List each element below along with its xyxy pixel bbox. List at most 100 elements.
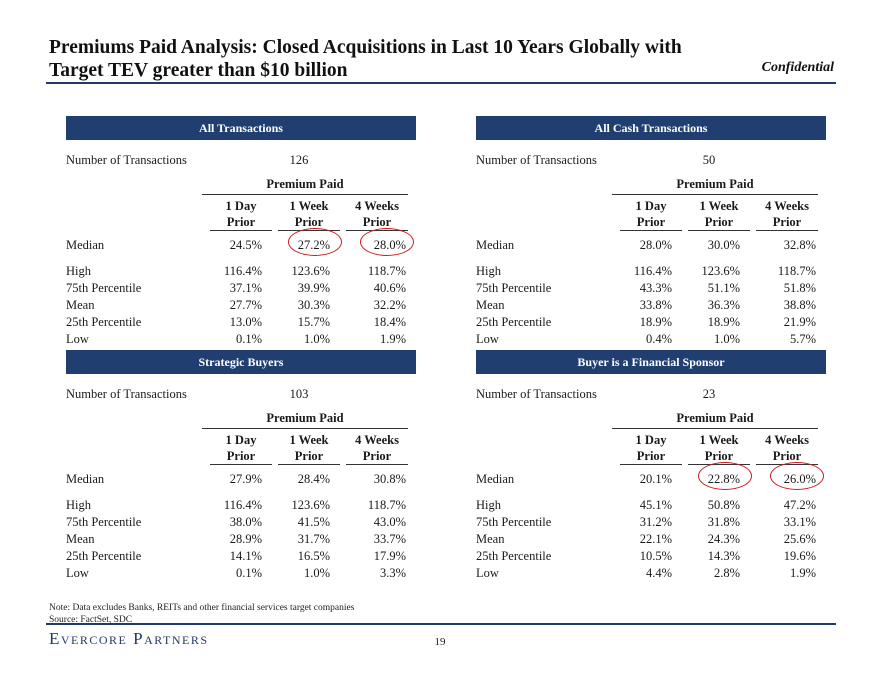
confidential-label: Confidential [761, 60, 834, 75]
stat-value-1-day: 24.5% [229, 238, 262, 252]
column-header-line2: Prior [688, 214, 750, 231]
panel-strategic-buyers: Strategic Buyers Number of Transactions 10… [66, 350, 416, 580]
stat-value-1-week: 24.3% [707, 532, 740, 546]
footnote-source: Source: FactSet, SDC [49, 615, 133, 625]
stat-row: 25th Percentile 18.9% 18.9% 21.9% [476, 315, 826, 332]
column-header-line1: 1 Week [699, 199, 739, 213]
panel-financial-sponsor: Buyer is a Financial Sponsor Number of Tr… [476, 350, 826, 580]
stat-label: Median [476, 238, 515, 252]
column-header-line2: Prior [210, 214, 272, 231]
stat-value-1-day: 116.4% [223, 264, 262, 278]
column-header: 4 Weeks Prior [756, 198, 818, 231]
highlight-circle [698, 462, 752, 490]
stat-label: Low [476, 332, 499, 346]
column-header-line1: 4 Weeks [355, 433, 399, 447]
title-line-2: Target TEV greater than $10 billion [49, 60, 348, 81]
column-header-line2: Prior [756, 214, 818, 231]
stat-label: 75th Percentile [476, 515, 552, 529]
stat-value-1-day: 116.4% [633, 264, 672, 278]
stat-value-1-day: 38.0% [229, 515, 262, 529]
panel-title: Buyer is a Financial Sponsor [476, 350, 826, 374]
stat-row: 75th Percentile 37.1% 39.9% 40.6% [66, 281, 416, 298]
stat-value-4-weeks: 33.1% [783, 515, 816, 529]
column-header-line1: 1 Week [289, 199, 329, 213]
stat-value-4-weeks: 43.0% [373, 515, 406, 529]
stat-value-1-day: 13.0% [229, 315, 262, 329]
stat-value-4-weeks: 32.8% [783, 238, 816, 252]
stat-label: Median [66, 472, 105, 486]
highlight-circle [360, 228, 414, 256]
column-header: 1 Week Prior [688, 198, 750, 231]
column-header: 1 Day Prior [620, 432, 682, 465]
stat-value-4-weeks: 19.6% [783, 549, 816, 563]
page-title: Premiums Paid Analysis: Closed Acquisiti… [49, 36, 749, 82]
page-number: 19 [434, 636, 446, 648]
column-header: 1 Day Prior [620, 198, 682, 231]
stat-value-1-week: 15.7% [297, 315, 330, 329]
column-header: 1 Day Prior [210, 432, 272, 465]
panel-title: Strategic Buyers [66, 350, 416, 374]
stat-row: 25th Percentile 13.0% 15.7% 18.4% [66, 315, 416, 332]
stat-value-1-day: 0.4% [645, 332, 672, 346]
stat-value-1-day: 45.1% [639, 498, 672, 512]
stat-label: 25th Percentile [66, 315, 142, 329]
footnote: Note: Data excludes Banks, REITs and oth… [49, 602, 354, 626]
stat-value-1-day: 22.1% [639, 532, 672, 546]
stat-value-1-week: 1.0% [303, 332, 330, 346]
stat-value-1-week: 31.8% [707, 515, 740, 529]
stat-value-1-day: 18.9% [639, 315, 672, 329]
stat-row: 75th Percentile 38.0% 41.5% 43.0% [66, 515, 416, 532]
stat-label: Median [476, 472, 515, 486]
stat-row: Mean 28.9% 31.7% 33.7% [66, 532, 416, 549]
stat-value-4-weeks: 25.6% [783, 532, 816, 546]
stat-label: Low [476, 566, 499, 580]
stat-value-1-week: 51.1% [707, 281, 740, 295]
stat-label: High [476, 264, 501, 278]
stat-row: 25th Percentile 10.5% 14.3% 19.6% [476, 549, 826, 566]
column-header-line1: 4 Weeks [765, 199, 809, 213]
stat-value-1-week: 123.6% [701, 264, 740, 278]
stat-value-1-week: 36.3% [707, 298, 740, 312]
stat-value-1-day: 20.1% [639, 472, 672, 486]
stat-label: High [476, 498, 501, 512]
column-header-line1: 1 Day [225, 199, 257, 213]
stat-label: Mean [476, 298, 505, 312]
num-transactions-value: 126 [289, 153, 309, 167]
num-transactions-label: Number of Transactions [66, 387, 187, 401]
stat-label: Mean [66, 532, 95, 546]
column-header: 1 Week Prior [278, 432, 340, 465]
stat-label: High [66, 498, 91, 512]
panel-all-cash-transactions: All Cash Transactions Number of Transacti… [476, 116, 826, 346]
stat-value-1-week: 41.5% [297, 515, 330, 529]
stat-value-1-day: 43.3% [639, 281, 672, 295]
stat-value-4-weeks: 32.2% [373, 298, 406, 312]
stat-value-1-week: 28.4% [297, 472, 330, 486]
stat-row: Mean 33.8% 36.3% 38.8% [476, 298, 826, 315]
column-header-line2: Prior [210, 448, 272, 465]
stat-label: 75th Percentile [66, 515, 142, 529]
column-header-line1: 1 Day [225, 433, 257, 447]
stat-row: 75th Percentile 31.2% 31.8% 33.1% [476, 515, 826, 532]
stat-value-1-day: 28.9% [229, 532, 262, 546]
stat-value-1-week: 123.6% [291, 498, 330, 512]
premium-paid-header: Premium Paid [202, 177, 408, 195]
stat-row: High 45.1% 50.8% 47.2% [476, 498, 826, 515]
stat-value-4-weeks: 51.8% [783, 281, 816, 295]
stat-value-4-weeks: 21.9% [783, 315, 816, 329]
stat-value-1-day: 10.5% [639, 549, 672, 563]
stat-value-4-weeks: 38.8% [783, 298, 816, 312]
column-header: 4 Weeks Prior [346, 198, 408, 231]
header-rule [46, 82, 836, 84]
stat-label: 25th Percentile [66, 549, 142, 563]
premium-paid-header: Premium Paid [612, 177, 818, 195]
stat-value-4-weeks: 3.3% [379, 566, 406, 580]
stat-row: Low 0.1% 1.0% 3.3% [66, 566, 416, 583]
stat-value-1-day: 27.9% [229, 472, 262, 486]
stat-value-4-weeks: 118.7% [367, 498, 406, 512]
num-transactions-label: Number of Transactions [66, 153, 187, 167]
column-header-line2: Prior [620, 214, 682, 231]
panel-title: All Cash Transactions [476, 116, 826, 140]
premium-paid-header: Premium Paid [202, 411, 408, 429]
num-transactions-value: 50 [702, 153, 716, 167]
stat-value-1-day: 116.4% [223, 498, 262, 512]
